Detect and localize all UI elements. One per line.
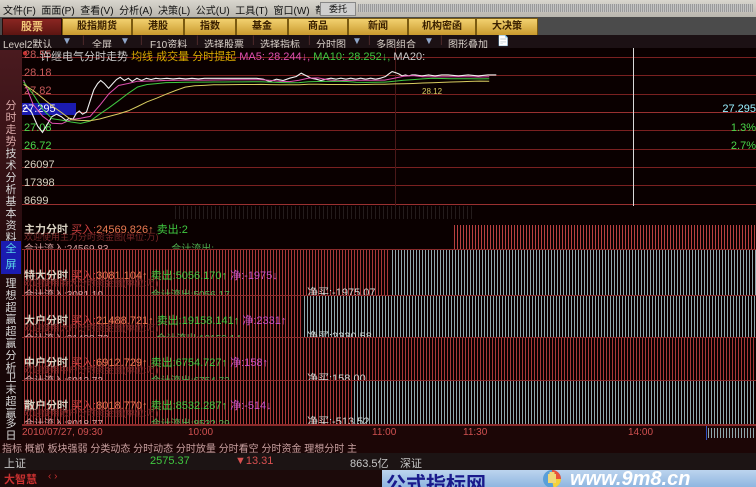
svg-text:28.12: 28.12 [422, 87, 443, 96]
